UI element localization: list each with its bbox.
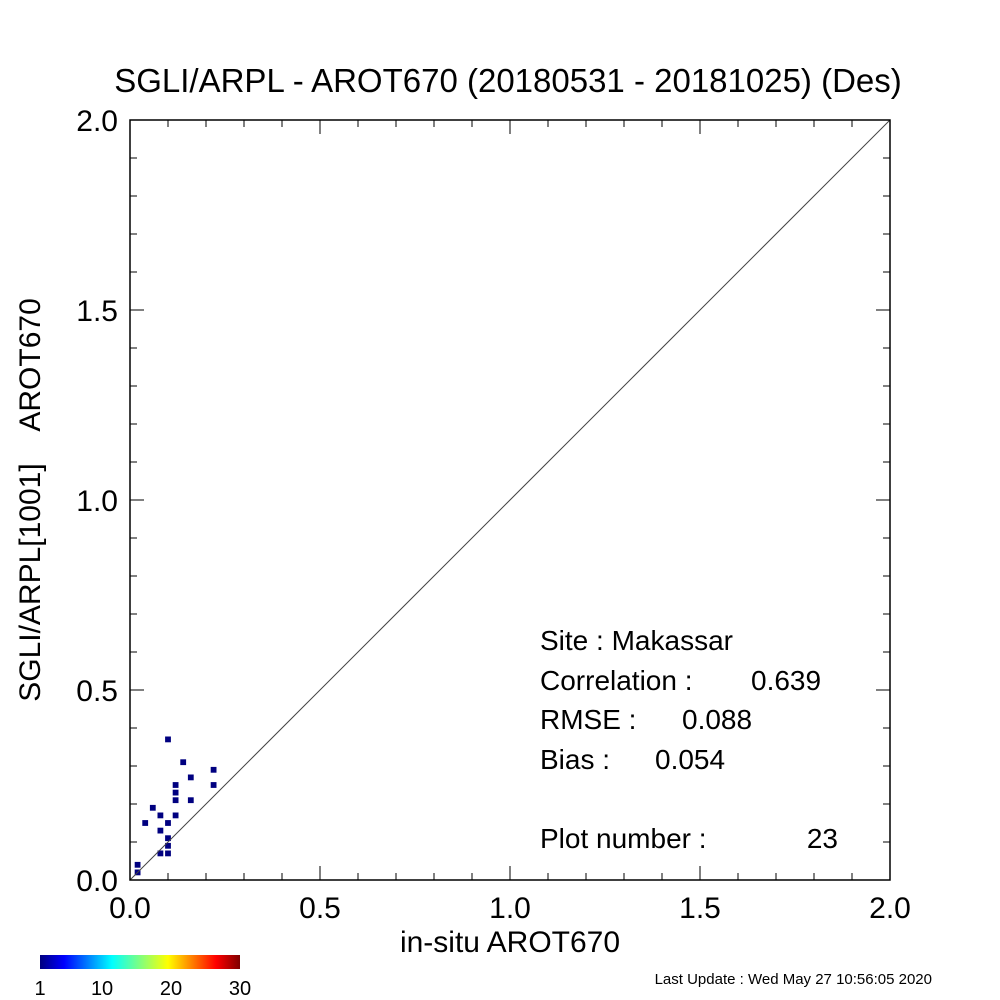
stat-site-value: Makassar bbox=[612, 625, 733, 656]
axis-ticks bbox=[129, 119, 891, 881]
stat-correlation-label: Correlation : bbox=[540, 665, 700, 696]
colorbar-tick-label: 20 bbox=[160, 978, 182, 1000]
x-tick-label: 1.0 bbox=[489, 892, 531, 925]
last-update-footer: Last Update : Wed May 27 10:56:05 2020 bbox=[655, 971, 932, 988]
density-cell bbox=[172, 782, 179, 788]
density-cell bbox=[157, 850, 164, 857]
y-tick-label: 1.0 bbox=[76, 485, 118, 518]
density-cell bbox=[165, 850, 171, 857]
colorbar-tick-label: 1 bbox=[34, 978, 45, 1000]
density-cell bbox=[165, 736, 171, 743]
density-cell bbox=[172, 812, 179, 819]
density-cell bbox=[210, 766, 217, 773]
density-cell bbox=[165, 835, 171, 842]
colorbar bbox=[40, 955, 240, 969]
stat-correlation-value: 0.639 bbox=[751, 665, 821, 696]
density-cell bbox=[180, 759, 187, 766]
density-cell bbox=[134, 861, 141, 868]
density-cell bbox=[172, 797, 179, 804]
colorbar-tick-labels: 1 10 20 30 bbox=[34, 978, 251, 1000]
density-cell bbox=[165, 820, 171, 826]
stat-plot-number-label: Plot number : bbox=[540, 823, 714, 854]
colorbar-tick-label: 30 bbox=[229, 978, 251, 1000]
x-axis-label: in-situ AROT670 bbox=[400, 926, 620, 959]
density-cells bbox=[134, 736, 217, 876]
stat-rmse-value: 0.088 bbox=[682, 704, 752, 735]
density-cell bbox=[172, 789, 179, 796]
chart-title: SGLI/ARPL - AROT670 (20180531 - 20181025… bbox=[114, 62, 902, 99]
density-cell bbox=[210, 782, 217, 788]
x-tick-label: 2.0 bbox=[869, 892, 911, 925]
one-to-one-line bbox=[129, 119, 891, 881]
y-tick-label: 2.0 bbox=[76, 105, 118, 138]
stat-site: Site : Makassar bbox=[540, 625, 733, 656]
stats-box: Site : Makassar Correlation : 0.639 RMSE… bbox=[540, 625, 838, 854]
stat-bias-value: 0.054 bbox=[655, 744, 725, 775]
y-tick-label: 1.5 bbox=[76, 295, 118, 328]
x-tick-labels: 0.0 0.5 1.0 1.5 2.0 bbox=[109, 892, 911, 925]
stat-site-label: Site : bbox=[540, 625, 612, 656]
density-cell bbox=[149, 804, 156, 811]
density-cell bbox=[157, 812, 164, 819]
density-cell bbox=[157, 827, 164, 834]
stat-plot-number-value: 23 bbox=[807, 823, 838, 854]
density-cell bbox=[187, 797, 194, 804]
stat-bias-label: Bias : bbox=[540, 744, 618, 775]
y-axis-label: SGLI/ARPL[1001] AROT670 bbox=[14, 298, 47, 702]
x-tick-label: 1.5 bbox=[679, 892, 721, 925]
y-tick-labels: 0.0 0.5 1.0 1.5 2.0 bbox=[76, 105, 118, 898]
density-cell bbox=[165, 842, 171, 849]
stat-rmse-label: RMSE : bbox=[540, 704, 644, 735]
y-tick-label: 0.0 bbox=[76, 865, 118, 898]
density-cell bbox=[142, 820, 149, 826]
density-cell bbox=[187, 774, 194, 781]
colorbar-tick-label: 10 bbox=[91, 978, 113, 1000]
x-tick-label: 0.0 bbox=[109, 892, 151, 925]
y-tick-label: 0.5 bbox=[76, 675, 118, 708]
x-tick-label: 0.5 bbox=[299, 892, 341, 925]
